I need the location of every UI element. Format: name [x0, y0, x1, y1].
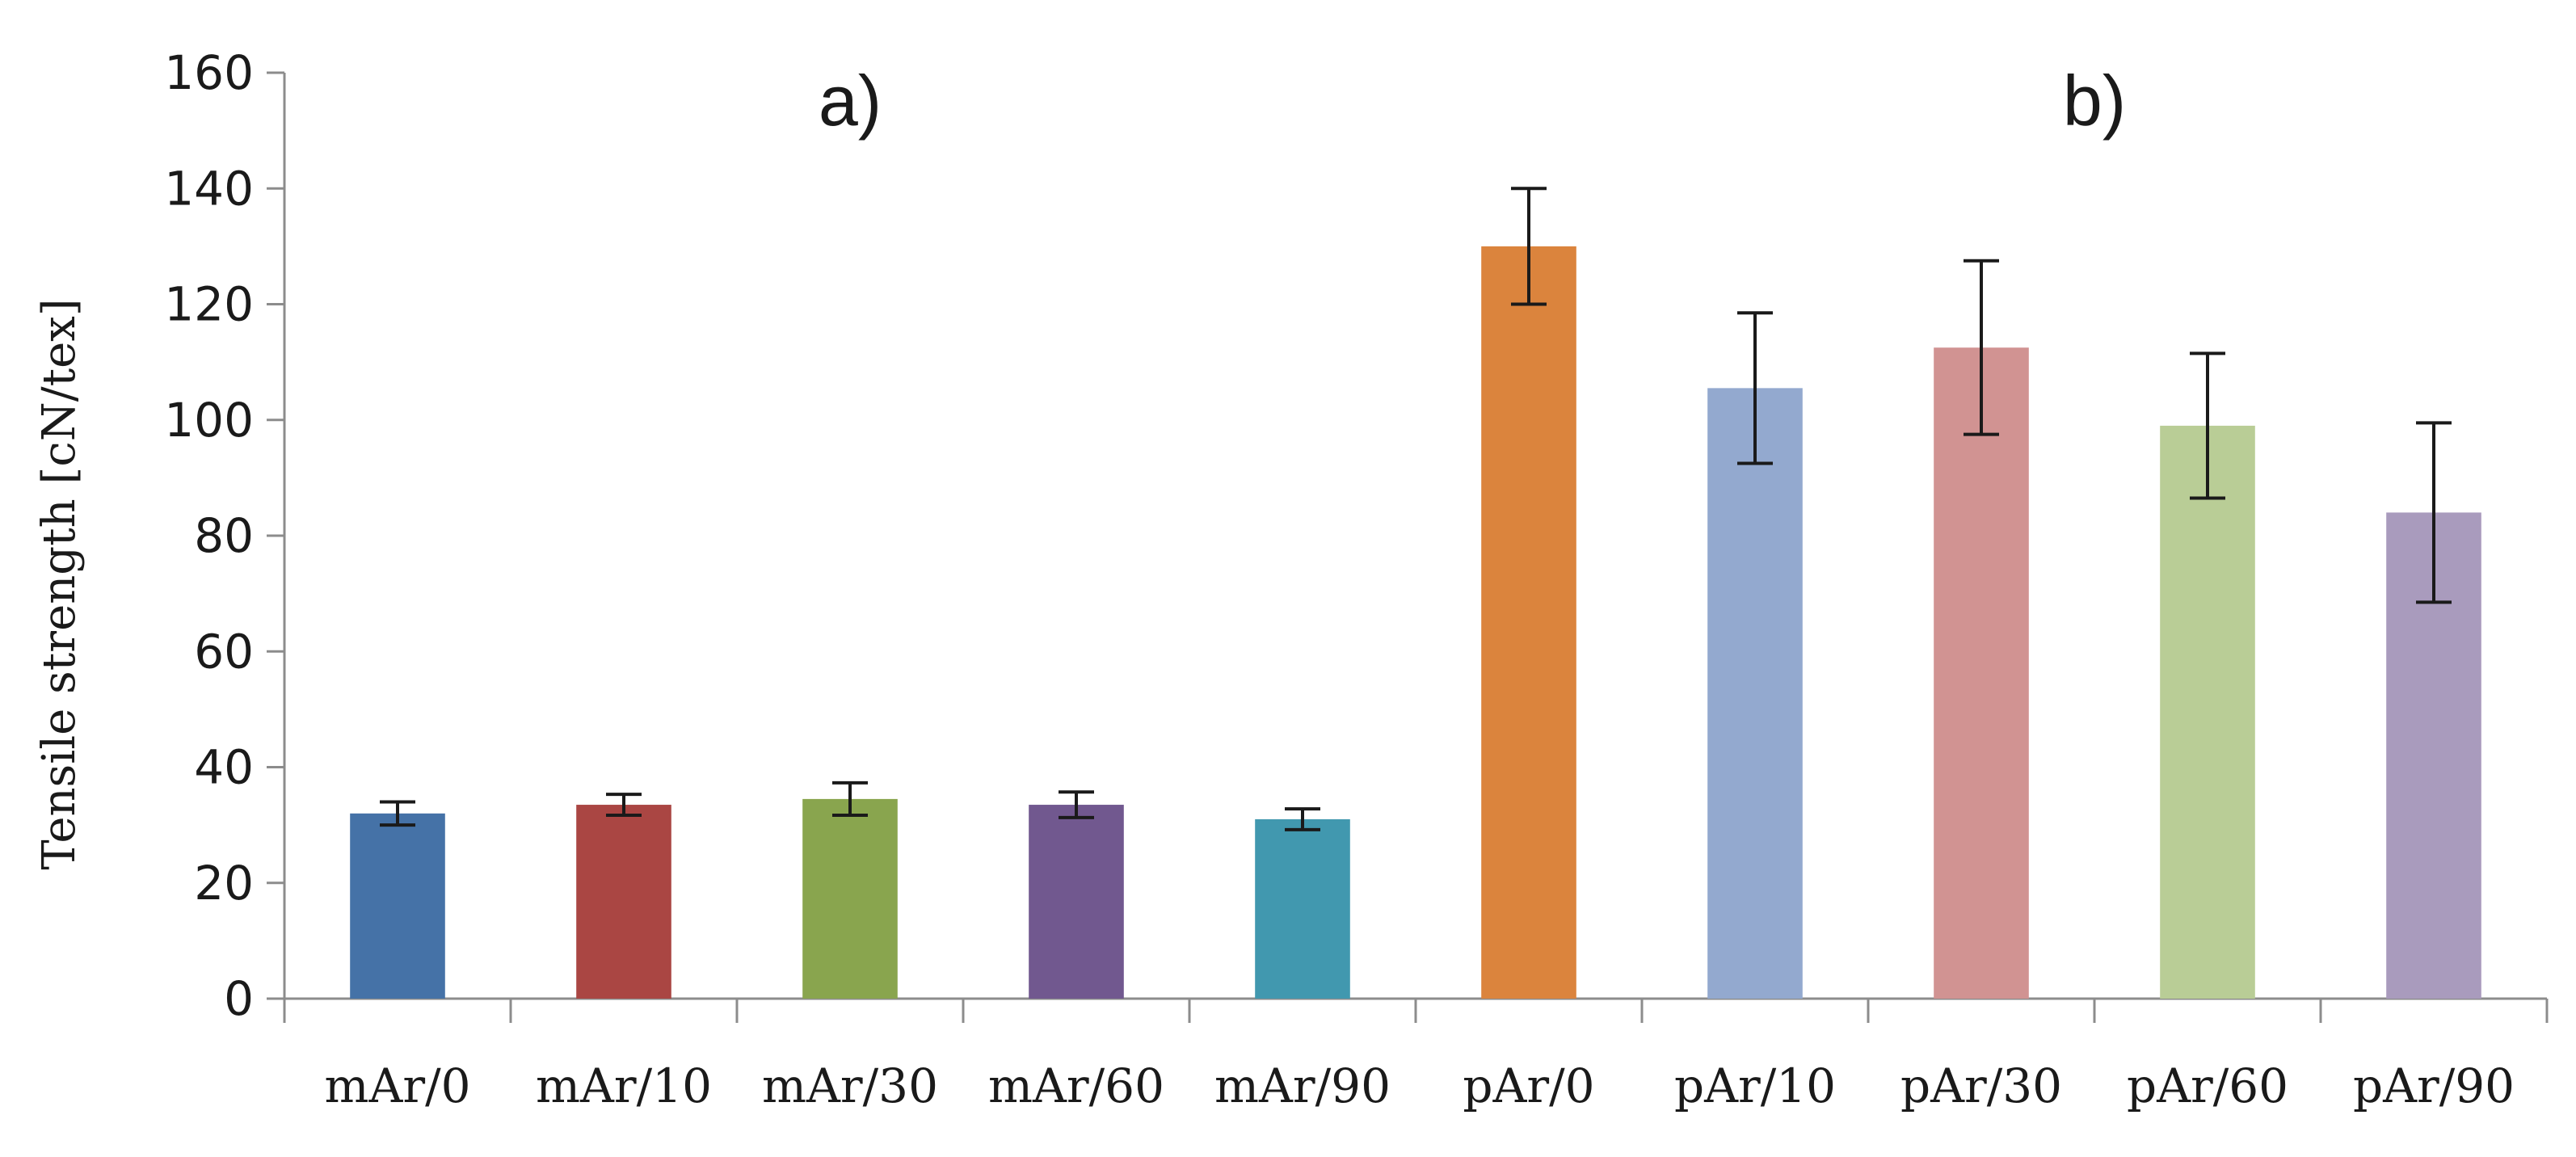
- y-tick-label: 20: [194, 856, 254, 911]
- y-tick-label: 40: [194, 740, 254, 795]
- x-category-label: pAr/90: [2353, 1058, 2515, 1113]
- y-tick-label: 120: [164, 277, 254, 332]
- y-tick-label: 140: [164, 161, 254, 216]
- bar-mar-90: [1255, 818, 1350, 999]
- panel-label: a): [819, 61, 882, 141]
- bar-par-10: [1707, 388, 1803, 999]
- y-tick-label: 100: [164, 393, 254, 448]
- x-category-label: mAr/10: [536, 1058, 712, 1113]
- bar-mar-0: [350, 813, 445, 999]
- y-tick-label: 80: [194, 508, 254, 563]
- x-category-label: pAr/0: [1463, 1058, 1594, 1113]
- x-category-label: mAr/30: [762, 1058, 938, 1113]
- x-category-label: mAr/60: [988, 1058, 1164, 1113]
- bar-par-0: [1481, 246, 1576, 999]
- x-category-label: pAr/30: [1900, 1058, 2062, 1113]
- bar-mar-10: [576, 805, 671, 999]
- y-tick-label: 160: [164, 45, 254, 100]
- bar-mar-30: [802, 798, 898, 999]
- bar-par-60: [2160, 425, 2255, 999]
- y-tick-label: 0: [224, 971, 254, 1026]
- bar-par-30: [1934, 347, 2029, 999]
- y-tick-label: 60: [194, 624, 254, 679]
- x-category-label: mAr/0: [324, 1058, 470, 1113]
- y-axis-title: Tensile strength [cN/tex]: [33, 298, 86, 869]
- x-category-label: pAr/60: [2127, 1058, 2288, 1113]
- bar-mar-60: [1029, 805, 1124, 999]
- x-category-label: mAr/90: [1214, 1058, 1391, 1113]
- panel-label: b): [2063, 61, 2126, 141]
- x-category-label: pAr/10: [1674, 1058, 1836, 1113]
